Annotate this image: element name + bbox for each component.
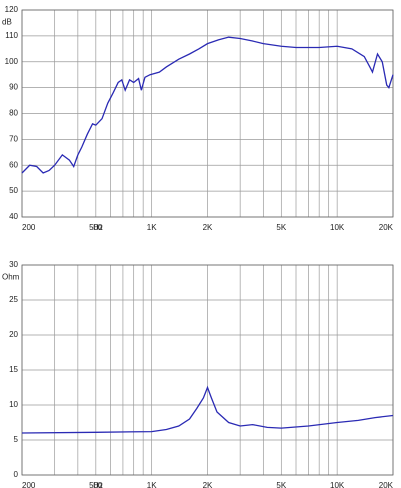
y-tick-label: 5 bbox=[14, 435, 19, 444]
data-line bbox=[21, 36, 394, 174]
y-tick-label: 25 bbox=[9, 295, 18, 304]
x-tick-label: 1K bbox=[147, 481, 157, 488]
x-tick-label: 500 bbox=[89, 481, 103, 488]
y-axis-label: Ohm bbox=[2, 273, 20, 282]
data-line bbox=[21, 385, 394, 434]
x-tick-label: 200 bbox=[22, 223, 36, 232]
x-tick-label: 10K bbox=[330, 481, 345, 488]
x-tick-label: 5K bbox=[276, 223, 286, 232]
y-tick-label: 20 bbox=[9, 330, 18, 339]
y-tick-label: 100 bbox=[5, 57, 19, 66]
x-tick-label: 20K bbox=[379, 481, 394, 488]
y-tick-label: 15 bbox=[9, 365, 18, 374]
plot-frame bbox=[21, 264, 394, 476]
y-tick-label: 0 bbox=[14, 470, 19, 479]
x-tick-label: 2K bbox=[203, 223, 213, 232]
x-tick-label: 200 bbox=[22, 481, 36, 488]
y-tick-label: 30 bbox=[9, 260, 18, 269]
y-tick-label: 40 bbox=[9, 212, 18, 221]
x-axis-label: Hz bbox=[93, 481, 103, 488]
y-axis-label: dB bbox=[2, 18, 12, 27]
y-tick-label: 60 bbox=[9, 160, 18, 169]
y-tick-label: 90 bbox=[9, 83, 18, 92]
x-tick-label: 500 bbox=[89, 223, 103, 232]
x-tick-label: 1K bbox=[147, 223, 157, 232]
y-tick-label: 110 bbox=[5, 31, 18, 40]
x-axis-label: Hz bbox=[93, 223, 103, 232]
x-tick-label: 2K bbox=[203, 481, 213, 488]
x-tick-label: 10K bbox=[330, 223, 345, 232]
x-tick-label: 20K bbox=[379, 223, 394, 232]
y-tick-label: 50 bbox=[9, 186, 18, 195]
y-tick-label: 120 bbox=[5, 5, 19, 14]
y-tick-label: 80 bbox=[9, 109, 18, 118]
x-tick-label: 5K bbox=[276, 481, 286, 488]
plot-frame bbox=[21, 9, 394, 218]
y-tick-label: 10 bbox=[9, 400, 18, 409]
y-tick-label: 70 bbox=[9, 134, 18, 143]
